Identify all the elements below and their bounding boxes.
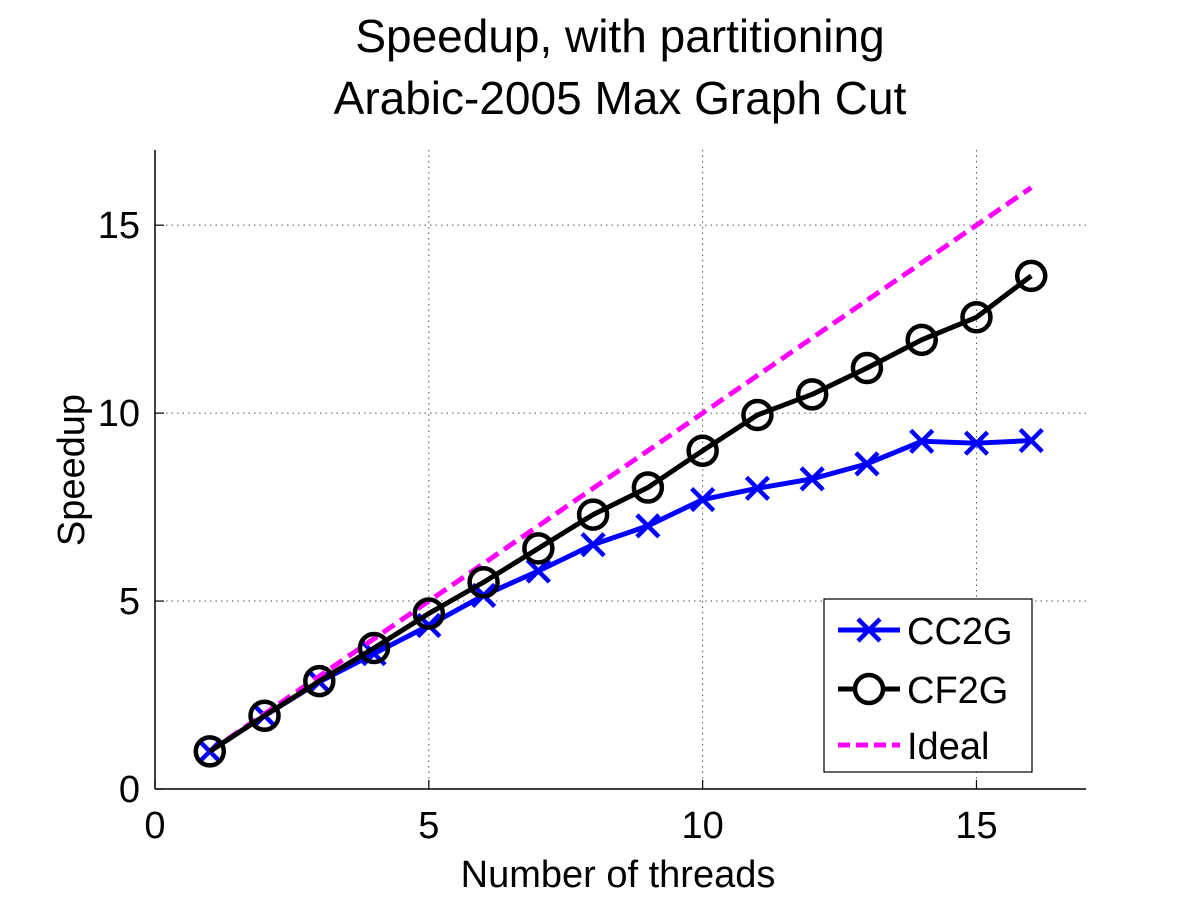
series-cc2g-point: [690, 486, 716, 513]
y-axis-label: Speedup: [51, 394, 93, 546]
series-cf2g-point: [248, 699, 281, 732]
series-cc2g-point: [525, 558, 551, 584]
series-cf2g-line: [208, 273, 1033, 754]
series-cc2g-point: [635, 513, 661, 539]
series-cf2g-point: [850, 351, 884, 385]
legend-label-ideal: Ideal: [907, 726, 989, 768]
series-cf2g-point: [193, 735, 227, 768]
chart-title-line-1: Speedup, with partitioning: [355, 10, 884, 62]
legend-label-cf2g: CF2G: [907, 670, 1008, 712]
series-cc2g-point: [909, 428, 935, 454]
series-ideal: [208, 185, 1033, 754]
axis-ticks: 0 5 10 15 0 5 10 15: [98, 205, 998, 847]
series-cc2g-point: [963, 430, 990, 456]
chart-title-line-2: Arabic-2005 Max Graph Cut: [334, 72, 907, 124]
series-cf2g-point: [1014, 259, 1048, 293]
y-tick-label: 10: [98, 393, 140, 435]
legend-marker-cc2g: [856, 617, 882, 643]
series-cc2g-point: [854, 451, 880, 477]
legend: CC2G CF2G Ideal: [823, 598, 1033, 773]
legend-entry-cf2g: CF2G: [838, 670, 1008, 712]
series-cc2g-point: [1018, 427, 1044, 454]
series-cf2g-point: [960, 301, 993, 334]
legend-marker-cf2g: [852, 672, 886, 706]
legend-entry-cc2g: CC2G: [838, 611, 1013, 653]
x-tick-label: 5: [418, 805, 439, 847]
legend-label-cc2g: CC2G: [907, 611, 1013, 653]
series-cf2g-point: [303, 664, 336, 698]
series-cf2g-point: [905, 323, 938, 357]
series-cf2g-point: [686, 434, 719, 467]
plot-series: [193, 185, 1048, 768]
series-cf2g-point: [467, 566, 500, 599]
x-tick-label: 15: [955, 805, 997, 847]
series-ideal-line: [208, 185, 1033, 754]
series-cf2g-point: [741, 398, 774, 432]
y-tick-label: 5: [119, 581, 140, 623]
x-axis-label: Number of threads: [461, 854, 776, 896]
series-cf2g-point: [412, 597, 446, 630]
series-cf2g-point: [357, 631, 391, 665]
x-tick-label: 0: [144, 805, 165, 847]
series-cc2g-point: [580, 532, 606, 558]
series-cf2g-point: [522, 532, 555, 565]
series-cf2g: [193, 259, 1048, 768]
series-cf2g-point: [631, 471, 665, 504]
legend-entry-ideal: Ideal: [838, 726, 989, 768]
series-cc2g-point: [799, 466, 825, 492]
x-tick-label: 10: [682, 805, 724, 847]
y-tick-label: 0: [119, 769, 140, 811]
series-cc2g-point: [744, 475, 771, 501]
series-cf2g-point: [795, 378, 829, 411]
series-cc2g-line: [208, 438, 1032, 754]
y-tick-label: 15: [98, 205, 140, 247]
series-cf2g-point: [576, 498, 610, 531]
